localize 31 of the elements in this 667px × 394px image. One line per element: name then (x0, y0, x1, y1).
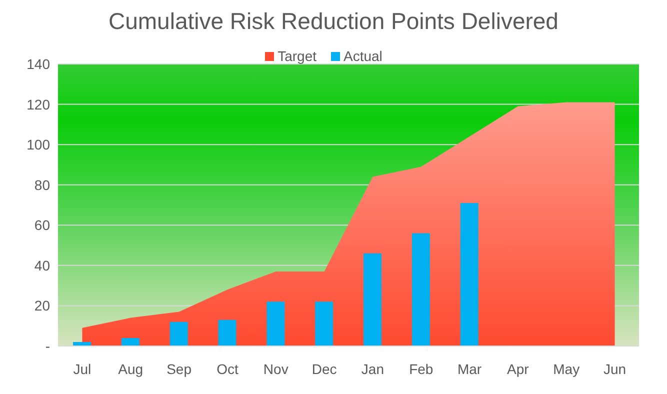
y-tick-label: 140 (26, 56, 50, 72)
chart-title: Cumulative Risk Reduction Points Delivered (108, 8, 560, 36)
x-tick-label: Jul (73, 360, 92, 377)
y-tick-label: 100 (26, 136, 50, 153)
x-tick-label: Jun (604, 360, 626, 377)
x-tick-label: Feb (409, 360, 434, 377)
x-tick-label: Nov (263, 360, 288, 377)
y-tick-label: 60 (34, 217, 50, 234)
bar (412, 233, 430, 346)
x-tick-label: Jan (361, 360, 384, 377)
bar (266, 302, 285, 346)
x-tick-label: Oct (216, 360, 238, 377)
y-tick-label: 20 (34, 298, 50, 314)
y-tick-label: - (45, 338, 50, 354)
x-tick-label: May (553, 360, 580, 377)
x-tick-label: Dec (312, 360, 337, 377)
legend-label: Target (278, 48, 316, 64)
bar (315, 302, 334, 346)
y-tick-label: 80 (34, 176, 50, 193)
bar (460, 202, 478, 346)
x-tick-label: Sep (166, 360, 192, 377)
x-tick-label: Mar (457, 360, 482, 377)
bar (121, 338, 140, 346)
bar (218, 320, 236, 346)
y-tick-label: 120 (26, 96, 50, 112)
y-tick-label: 40 (34, 257, 50, 274)
x-tick-label: Aug (118, 360, 144, 377)
bar (364, 253, 382, 346)
x-tick-label: Apr (507, 360, 530, 377)
bar (170, 322, 188, 346)
legend-label: Actual (344, 48, 382, 64)
